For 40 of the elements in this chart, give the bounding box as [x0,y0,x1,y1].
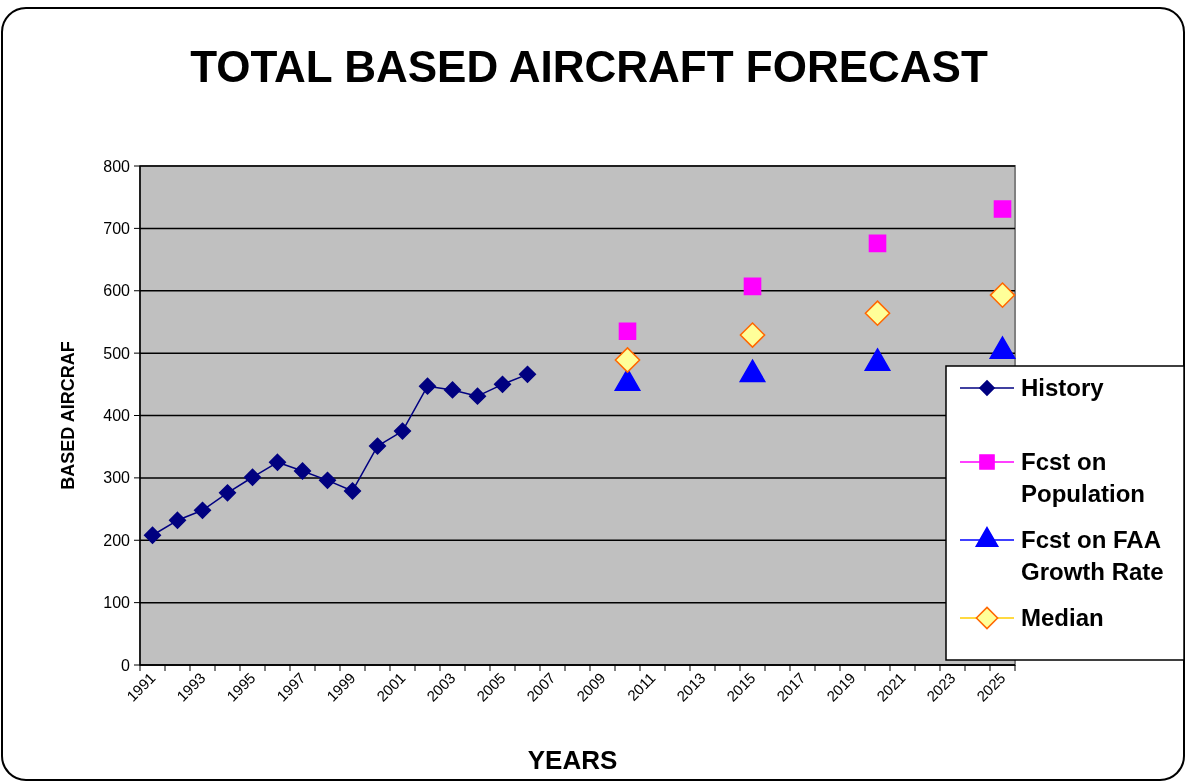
y-tick-label: 800 [103,157,131,175]
point [343,482,362,500]
chart-title: TOTAL BASED AIRCRAFT FORECAST [190,42,988,91]
point [993,200,1012,218]
point [493,375,512,393]
y-tick-label: 700 [103,219,131,237]
y-tick-label: 600 [103,282,131,300]
legend-label: Fcst on FAA Growth Rate [1021,526,1164,586]
point [418,377,437,395]
y-tick-label: 300 [103,469,131,487]
point [989,282,1016,308]
y-axis-title: BASED AIRCRAF [58,341,78,490]
point [218,484,237,502]
y-tick-label: 200 [103,531,131,549]
y-tick-label: 100 [103,594,131,612]
legend-label: Fcst on Population [1021,448,1145,508]
point [468,387,487,405]
point [868,234,887,253]
point [318,471,337,489]
y-tick-label: 400 [103,407,131,425]
y-tick-label: 0 [121,656,131,674]
point [614,347,641,373]
point [443,381,462,399]
point [268,453,287,471]
point [393,422,412,440]
point [743,277,762,296]
point [618,322,637,341]
point [293,462,312,480]
x-axis-title: YEARS [527,745,618,775]
point [368,437,387,455]
point [864,300,891,327]
point [739,322,766,348]
point [168,511,187,529]
point [143,526,162,544]
legend-label: Median [1021,604,1104,632]
legend-label: History [1021,374,1105,402]
point [243,468,262,486]
y-tick-label: 500 [103,344,131,362]
point [193,501,212,519]
point [518,365,537,383]
